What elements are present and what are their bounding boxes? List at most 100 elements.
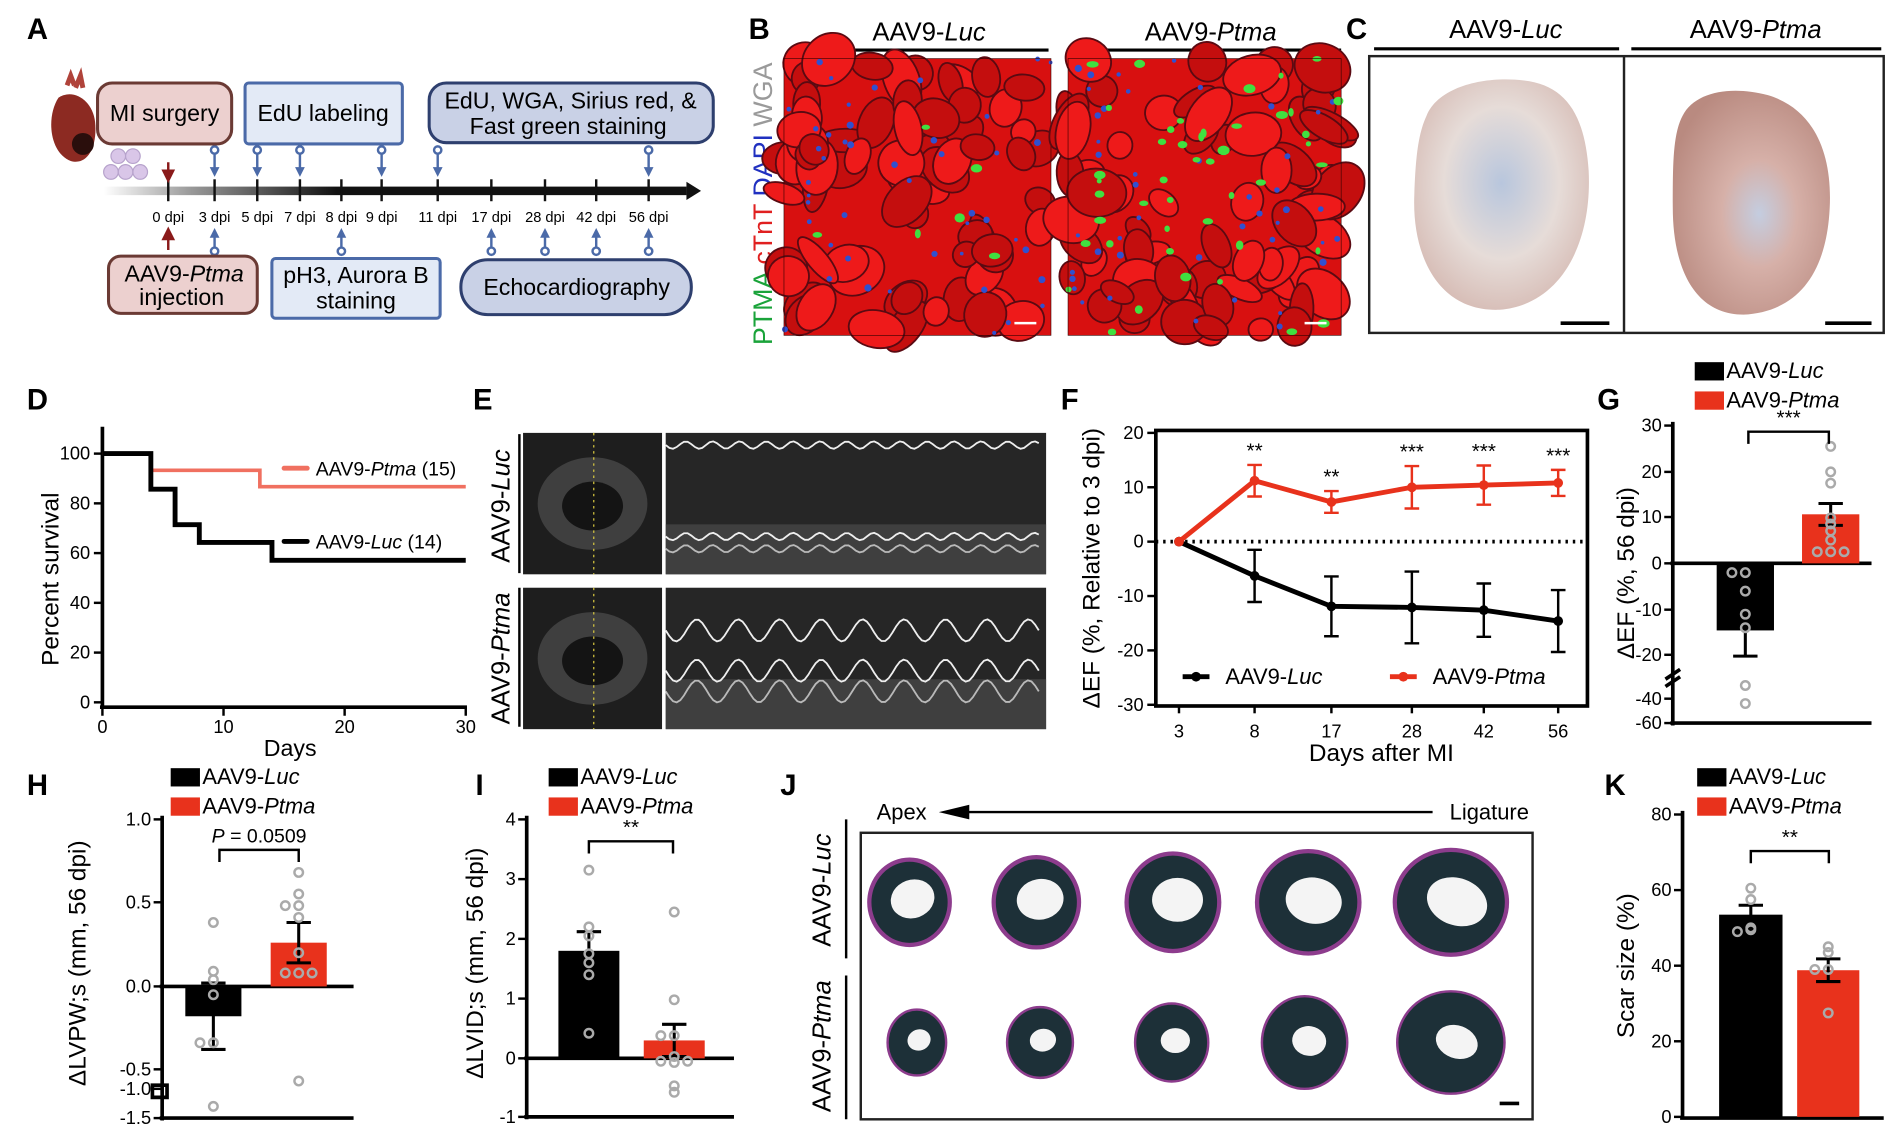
cardiomyocyte <box>1054 100 1092 160</box>
y-tick-label: -60 <box>1635 712 1661 733</box>
data-point <box>583 930 595 942</box>
significance-bracket <box>587 840 675 854</box>
b-title-luc: AAV9-Luc <box>872 18 986 46</box>
nucleus-dapi <box>1284 153 1291 160</box>
ptma-nucleus <box>1134 59 1146 68</box>
y-tick-label: 1.0 <box>126 808 151 829</box>
y-tick-label: -1 <box>499 1106 515 1127</box>
cardiomyocyte <box>1293 42 1352 94</box>
data-point <box>279 900 291 912</box>
y-axis-title: ΔEF (%, Relative to 3 dpi) <box>1079 428 1106 708</box>
ptma-nucleus <box>1217 278 1223 285</box>
timepoint-label: 28 dpi <box>525 210 565 226</box>
x-tick-label: 8 <box>1250 721 1260 742</box>
x-tick-label: 0 <box>97 716 107 737</box>
nucleus-dapi <box>842 139 848 145</box>
legend-label: AAV9-Ptma <box>1726 387 1839 412</box>
red-arrow-down-icon <box>161 162 176 184</box>
y-tick-label: 20 <box>1641 461 1661 482</box>
nucleus-dapi <box>847 141 855 149</box>
nucleus-dapi <box>1071 286 1077 292</box>
nucleus-dapi <box>1334 235 1341 242</box>
micrograph-frame <box>783 58 1052 336</box>
edu-labeling-box <box>243 81 404 146</box>
nucleus-dapi <box>1107 295 1113 301</box>
ptma-nucleus <box>1065 286 1072 293</box>
data-point <box>1478 480 1489 490</box>
nucleus-dapi <box>1069 269 1075 275</box>
data-point <box>306 967 318 979</box>
data-point <box>655 1030 667 1042</box>
cardiomyocyte <box>1148 188 1180 218</box>
pin-icon <box>432 145 443 155</box>
heart-ptma-image <box>1672 90 1830 315</box>
nucleus-dapi <box>1094 248 1102 256</box>
panel-label-d: D <box>27 385 48 417</box>
significance-label: *** <box>1400 441 1424 464</box>
nucleus-dapi <box>786 106 792 112</box>
cardiomyocyte <box>890 281 924 316</box>
e-row-label-ptma: AAV9-Ptma <box>488 593 516 725</box>
data-point <box>1731 926 1743 938</box>
legend-marker <box>1191 671 1201 682</box>
nucleus-dapi <box>1278 311 1283 316</box>
data-point <box>1406 482 1417 493</box>
data-point <box>1745 924 1757 936</box>
data-point <box>1809 963 1821 975</box>
scar-size-chart: 80 60 40 20 0 Scar size (%) AAV9-Luc AAV9-Ptma *… <box>1613 764 1884 1127</box>
y-tick-label: -1.0 <box>120 1078 151 1099</box>
y-tick-label: -20 <box>1117 639 1143 660</box>
j-row-label-ptma: AAV9-Ptma <box>808 980 836 1112</box>
legend-label: AAV9-Ptma (15) <box>316 459 457 481</box>
data-point <box>1825 534 1837 546</box>
nucleus-dapi <box>1069 275 1076 283</box>
cardiomyocyte <box>1187 41 1228 83</box>
nucleus-dapi <box>992 330 997 335</box>
ventricle-lumen <box>1292 1026 1327 1056</box>
data-point <box>1553 478 1564 488</box>
nucleus-dapi <box>1317 206 1324 212</box>
e-row-label-luc: AAV9-Luc <box>488 449 516 563</box>
nucleus-dapi <box>864 284 872 292</box>
timeline-axis <box>103 186 687 196</box>
nucleus-dapi <box>1193 318 1199 324</box>
nucleus-dapi <box>846 121 854 129</box>
data-point <box>1739 680 1751 691</box>
heart-luc-image <box>1414 79 1589 310</box>
data-point <box>1739 622 1751 634</box>
ptma-nucleus <box>1107 328 1117 336</box>
ptma-nucleus <box>1094 190 1105 198</box>
nucleus-dapi <box>1014 237 1018 242</box>
apex-label: Apex <box>877 799 927 824</box>
ptma-nucleus <box>1167 126 1175 133</box>
data-point <box>668 1080 680 1092</box>
timeline-arrowhead-icon <box>686 181 702 201</box>
arrow-up-head-icon <box>336 228 347 238</box>
cardiomyocyte <box>798 133 830 166</box>
ventricle-lumen <box>1152 877 1204 922</box>
echo-wall-trace <box>664 618 1040 643</box>
data-point <box>1406 602 1417 613</box>
pin-icon <box>295 145 305 155</box>
data-point <box>583 921 595 933</box>
x-tick-label: 42 <box>1474 721 1494 742</box>
nucleus-dapi <box>959 251 964 256</box>
data-point <box>1825 477 1837 489</box>
data-point <box>194 1037 206 1049</box>
mi-surgery-box <box>96 81 234 146</box>
delta-lvid-chart: 4 3 2 1 0 -1 ΔLVID;s (mm, 56 dpi) AAV9-Luc AAV9-… <box>462 764 734 1127</box>
arrow-up-head-icon <box>643 228 654 238</box>
ventricle-lumen <box>1285 877 1342 924</box>
data-point <box>668 1056 680 1068</box>
y-tick-label: 40 <box>70 592 90 613</box>
cardiomyocyte <box>1271 199 1318 248</box>
ptma-nucleus <box>1166 248 1174 255</box>
y-tick-label: -30 <box>1117 694 1143 715</box>
legend-swatch <box>170 768 200 787</box>
significance-label: *** <box>1777 406 1801 429</box>
nucleus-dapi <box>825 132 832 138</box>
nucleus-dapi <box>1117 235 1123 241</box>
series-line <box>1177 539 1559 624</box>
legend-swatch <box>1697 768 1727 787</box>
